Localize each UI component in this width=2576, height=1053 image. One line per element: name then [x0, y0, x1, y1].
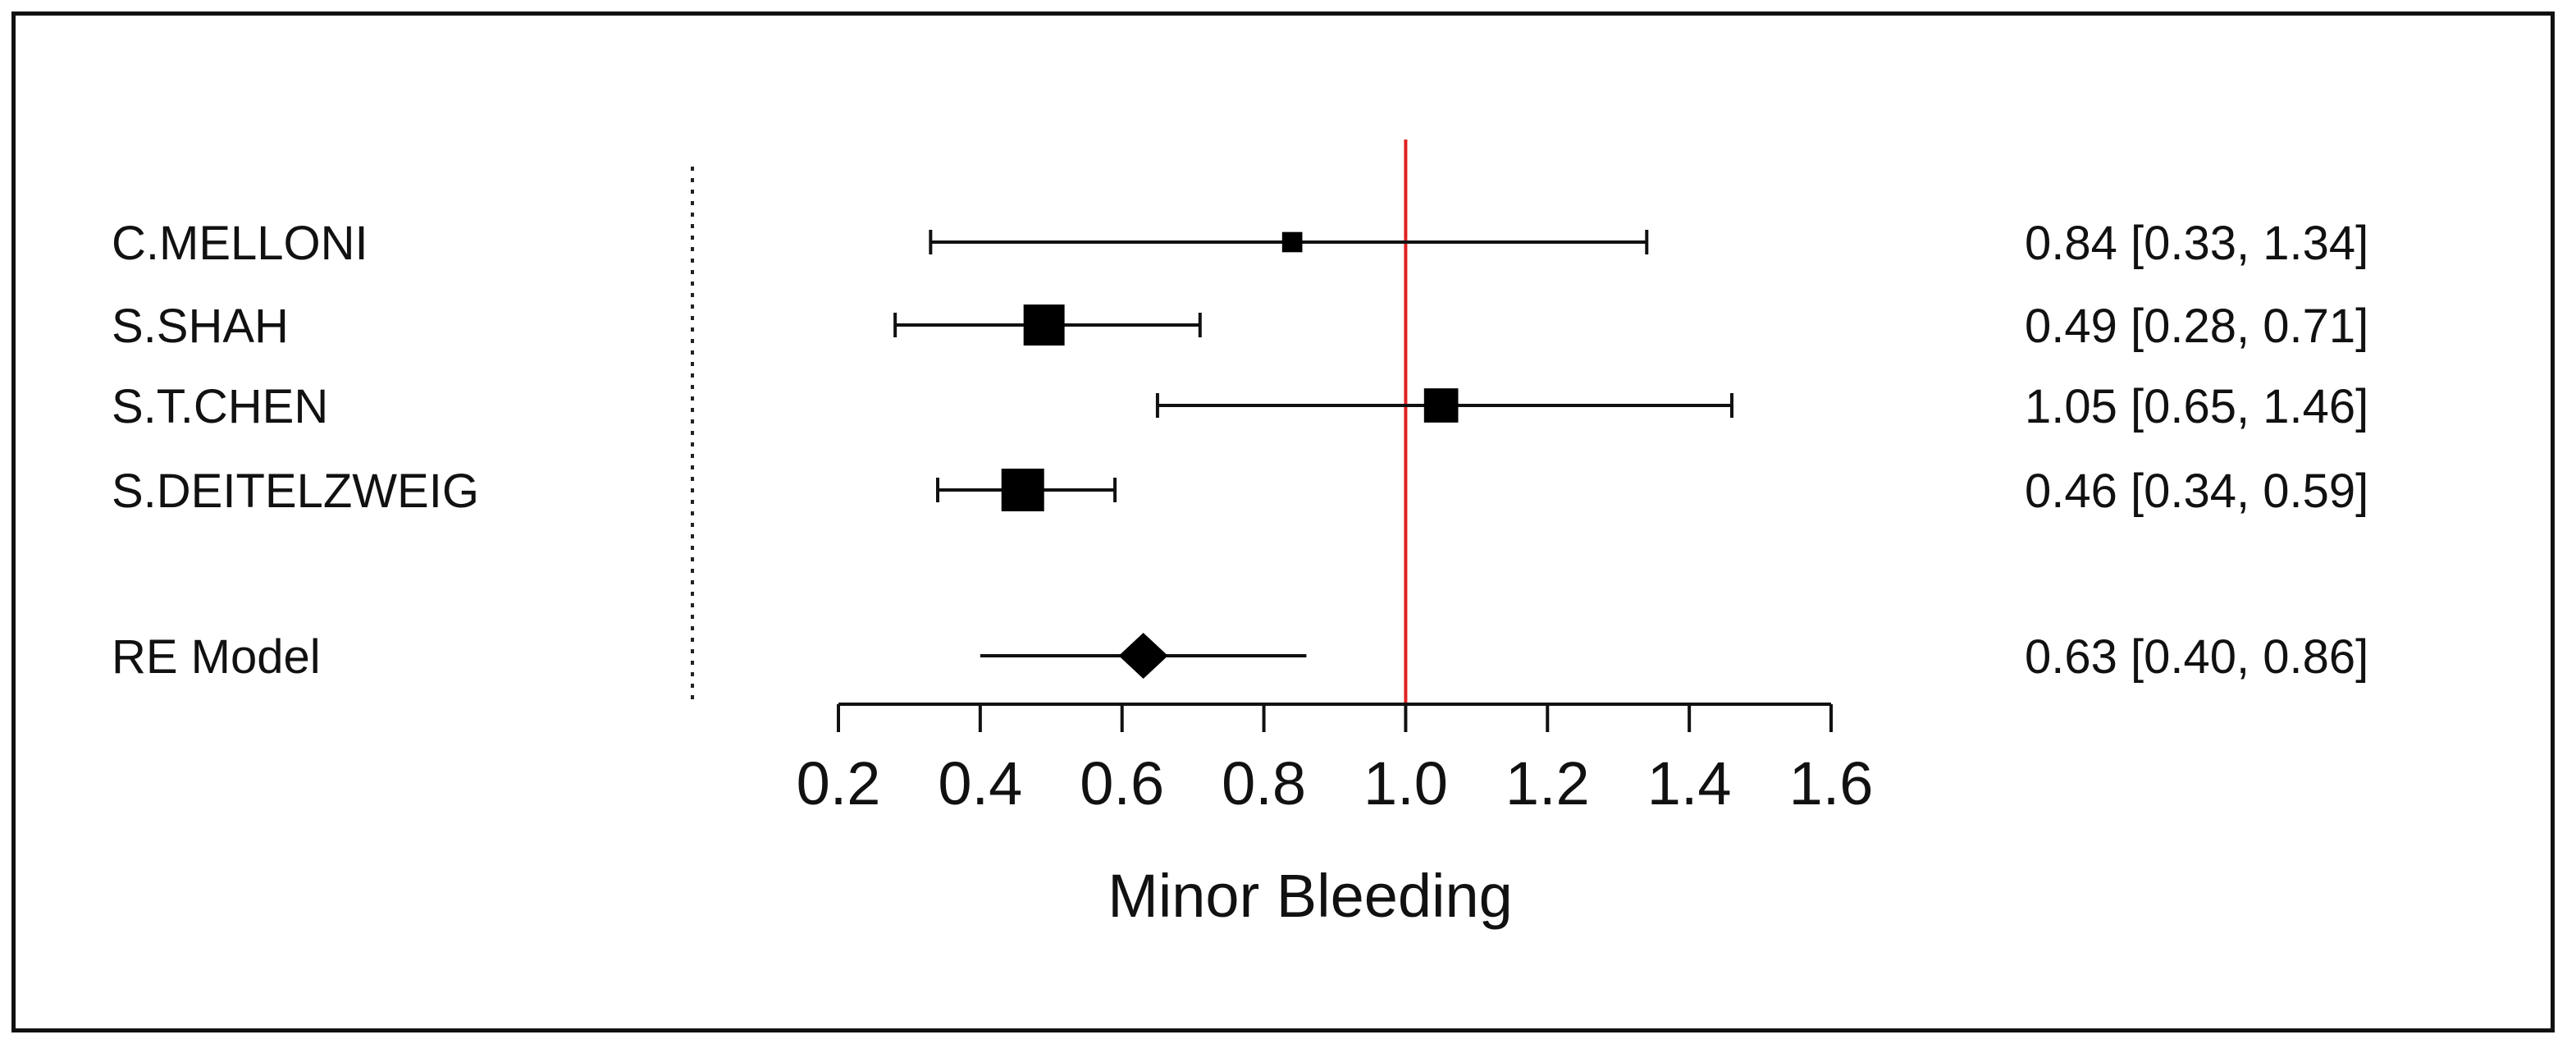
x-tick-label: 0.2 — [797, 749, 881, 817]
study-name: S.DEITELZWEIG — [112, 465, 479, 518]
x-tick-label: 1.0 — [1363, 749, 1448, 817]
point-estimate — [1023, 304, 1065, 346]
estimate-label: 1.05 [0.65, 1.46] — [2025, 380, 2368, 433]
x-axis: 0.2 0.4 0.6 0.8 1.0 1.2 1.4 1.6 — [797, 703, 1874, 817]
estimate-label: 0.49 [0.28, 0.71] — [2025, 300, 2368, 353]
x-tick-label: 1.6 — [1789, 749, 1874, 817]
study-name: S.SHAH — [112, 300, 289, 353]
chart-frame — [11, 11, 2555, 1032]
x-tick-label: 1.2 — [1505, 749, 1590, 817]
point-estimate — [1423, 388, 1459, 423]
study-row: S.DEITELZWEIG 0.46 [0.34, 0.59] — [112, 465, 2368, 518]
estimate-label: 0.46 [0.34, 0.59] — [2025, 465, 2368, 518]
summary-diamond — [1118, 633, 1168, 679]
x-tick-label: 0.6 — [1080, 749, 1164, 817]
x-axis-title: Minor Bleeding — [1108, 862, 1513, 930]
estimate-label: 0.84 [0.33, 1.34] — [2025, 217, 2368, 270]
point-estimate — [1001, 469, 1044, 511]
point-estimate — [1281, 231, 1303, 253]
summary-estimate-label: 0.63 [0.40, 0.86] — [2025, 630, 2368, 684]
study-row: S.SHAH 0.49 [0.28, 0.71] — [112, 300, 2368, 353]
x-tick-label: 1.4 — [1647, 749, 1732, 817]
x-tick-label: 0.8 — [1222, 749, 1306, 817]
study-row: C.MELLONI 0.84 [0.33, 1.34] — [112, 217, 2368, 270]
study-rows: C.MELLONI 0.84 [0.33, 1.34] S.SHAH 0.49 [0.… — [112, 217, 2368, 518]
study-row: S.T.CHEN 1.05 [0.65, 1.46] — [112, 380, 2368, 433]
x-tick-label: 0.4 — [938, 749, 1022, 817]
study-name: C.MELLONI — [112, 217, 368, 270]
summary-name: RE Model — [112, 630, 321, 684]
summary-row: RE Model 0.63 [0.40, 0.86] — [112, 630, 2368, 684]
study-name: S.T.CHEN — [112, 380, 328, 433]
